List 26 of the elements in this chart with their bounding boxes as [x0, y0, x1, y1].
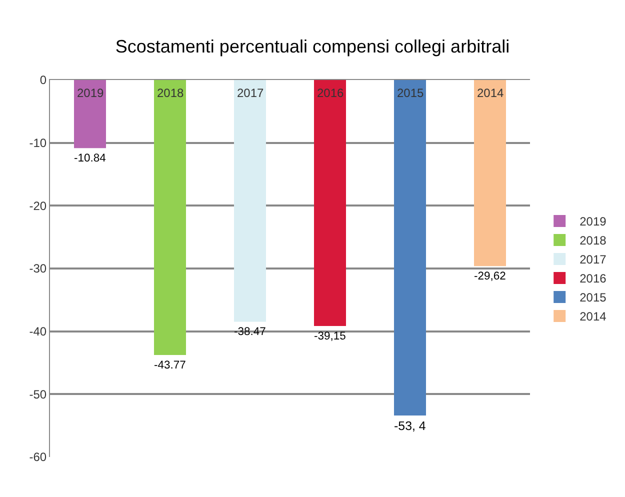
x-tick-label: 2018	[157, 86, 184, 100]
data-label: -29,62	[474, 270, 506, 283]
y-tick-label: -50	[29, 387, 47, 402]
y-tick-label: 0	[40, 73, 47, 88]
x-tick-label: 2017	[237, 86, 264, 100]
y-tick-label: -10	[29, 136, 47, 150]
legend-label: 2018	[580, 234, 607, 248]
y-tick-label: -40	[29, 324, 47, 339]
data-label: -38.47	[234, 326, 266, 338]
legend-label: 2017	[580, 252, 607, 267]
x-tick-label: 2014	[477, 86, 504, 100]
legend-label: 2014	[580, 310, 607, 324]
chart-title: Scostamenti percentuali compensi collegi arbitrali	[115, 36, 510, 56]
x-tick-label: 2016	[317, 86, 344, 100]
x-tick-label: 2015	[397, 86, 424, 100]
y-tick-label: -60	[29, 450, 47, 464]
y-tick-label: -20	[29, 198, 47, 213]
legend-label: 2019	[580, 214, 607, 229]
legend-label: 2016	[580, 272, 607, 286]
data-label: -39,15	[314, 330, 346, 342]
data-label: -10.84	[74, 152, 106, 165]
data-label: -43.77	[154, 359, 186, 372]
data-label: -53, 4	[394, 419, 426, 434]
x-tick-label: 2019	[77, 86, 104, 100]
legend-label: 2015	[580, 290, 607, 305]
y-tick-label: -30	[29, 262, 47, 276]
